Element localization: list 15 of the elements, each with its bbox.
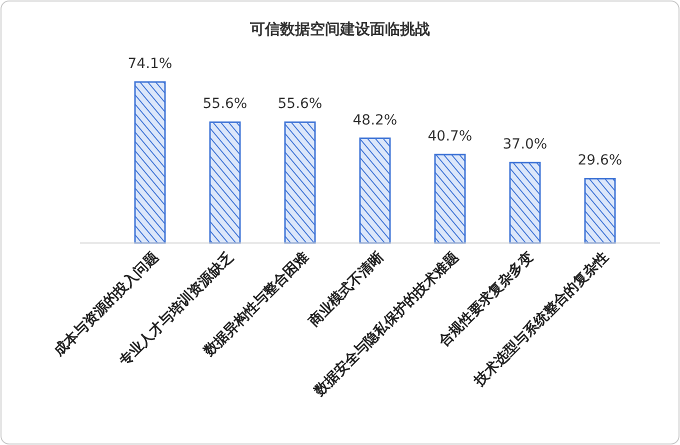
data-label: 29.6% bbox=[578, 152, 622, 169]
bar bbox=[359, 138, 391, 244]
bar bbox=[134, 81, 166, 244]
bar bbox=[284, 121, 316, 244]
chart-title: 可信数据空间建设面临挑战 bbox=[249, 20, 430, 38]
bar bbox=[209, 121, 241, 244]
bar bbox=[434, 154, 466, 244]
data-label: 55.6% bbox=[278, 96, 322, 112]
data-label: 48.2% bbox=[352, 112, 398, 128]
bar bbox=[584, 178, 616, 244]
bar bbox=[509, 162, 541, 244]
data-label: 74.1% bbox=[128, 56, 172, 72]
data-label: 37.0% bbox=[502, 136, 548, 153]
data-label: 40.7% bbox=[428, 128, 472, 145]
data-label: 55.6% bbox=[202, 96, 248, 112]
